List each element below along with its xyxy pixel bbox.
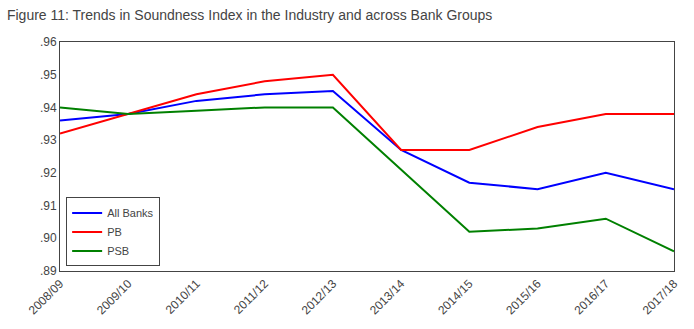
svg-text:2012/13: 2012/13: [299, 277, 340, 318]
svg-text:2014/15: 2014/15: [435, 277, 476, 318]
svg-text:2011/12: 2011/12: [231, 277, 271, 317]
svg-text:2017/18: 2017/18: [640, 277, 681, 318]
svg-text:2015/16: 2015/16: [503, 277, 544, 318]
svg-text:.92: .92: [40, 166, 57, 180]
svg-text:All Banks: All Banks: [107, 207, 153, 219]
svg-text:.90: .90: [40, 231, 57, 245]
svg-text:.94: .94: [40, 101, 57, 115]
svg-text:PSB: PSB: [107, 245, 129, 257]
svg-text:2010/11: 2010/11: [163, 277, 203, 317]
svg-text:.95: .95: [40, 68, 57, 82]
svg-text:.91: .91: [40, 199, 57, 213]
svg-text:.89: .89: [40, 264, 57, 278]
svg-text:Figure 11: Trends in Soundness: Figure 11: Trends in Soundness Index in …: [7, 7, 492, 23]
svg-text:2016/17: 2016/17: [572, 277, 613, 318]
svg-text:.96: .96: [40, 35, 57, 49]
svg-text:2008/09: 2008/09: [26, 277, 67, 318]
svg-text:2013/14: 2013/14: [367, 277, 408, 318]
svg-text:PB: PB: [107, 226, 122, 238]
svg-text:.93: .93: [40, 133, 57, 147]
svg-text:2009/10: 2009/10: [94, 277, 135, 318]
